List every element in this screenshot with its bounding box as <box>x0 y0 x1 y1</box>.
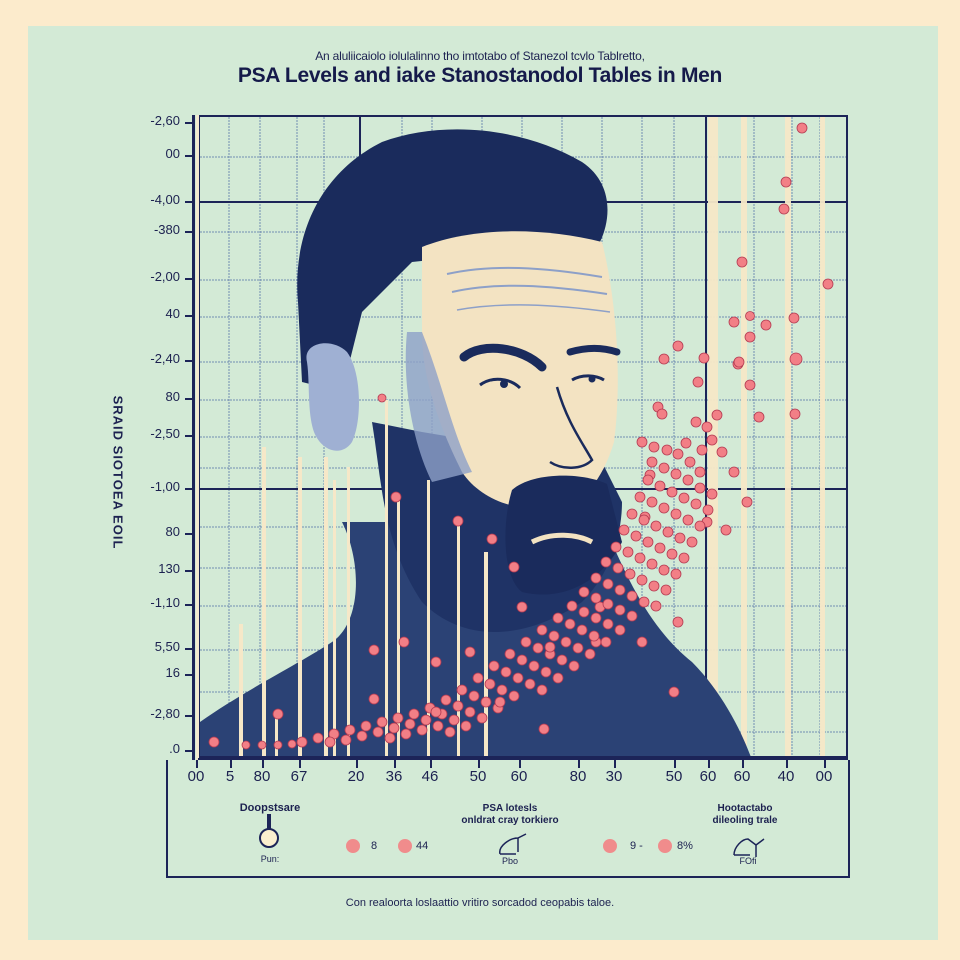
legend-dot-icon <box>346 839 360 853</box>
legend <box>166 760 850 878</box>
x-tick-mark <box>262 760 264 768</box>
y-tick-label: -1,00 <box>150 479 180 494</box>
x-tick-label: 60 <box>699 768 717 785</box>
y-tick-mark <box>185 715 192 717</box>
y-tick-mark <box>185 315 192 317</box>
x-tick-label: 60 <box>733 768 751 785</box>
x-tick-mark <box>394 760 396 768</box>
plot-area <box>198 115 848 758</box>
x-tick-label: 80 <box>569 768 587 785</box>
x-tick-mark <box>674 760 676 768</box>
y-tick-mark <box>185 570 192 572</box>
x-tick-label: 30 <box>605 768 623 785</box>
x-tick-label: 5 <box>225 768 235 785</box>
y-tick-mark <box>185 122 192 124</box>
x-tick-label: 80 <box>253 768 271 785</box>
legend-item-3-title-line1: Hootactabo <box>717 803 773 814</box>
legend-item-1-title: Doopstsare <box>239 802 301 814</box>
y-tick-mark <box>185 155 192 157</box>
chart-footnote: Con realoorta loslaattio vritiro sorcado… <box>345 897 615 909</box>
chart-title: PSA Levels and iake Stanostanodol Tables… <box>237 64 723 87</box>
legend-item-3-title-line2: dileoling trale <box>712 815 778 826</box>
legend-item-2-title: PSA lotesls onldrat cray torkiero <box>440 803 580 827</box>
legend-item-2-sub: Pbo <box>501 856 518 866</box>
x-tick-mark <box>356 760 358 768</box>
x-tick-label: 60 <box>510 768 528 785</box>
x-tick-mark <box>519 760 521 768</box>
legend-item-1-sub: Pun: <box>260 854 280 864</box>
y-tick-mark <box>185 435 192 437</box>
y-axis-line <box>192 115 195 760</box>
y-tick-label: -4,00 <box>150 192 180 207</box>
y-tick-mark <box>185 231 192 233</box>
y-tick-label: 00 <box>165 146 180 161</box>
cream-bars-left <box>239 400 488 756</box>
x-tick-label: 67 <box>290 768 308 785</box>
y-tick-label: 80 <box>165 524 180 539</box>
x-tick-mark <box>230 760 232 768</box>
x-tick-mark <box>578 760 580 768</box>
y-tick-label: 40 <box>165 306 180 321</box>
legend-dot-icon <box>398 839 412 853</box>
legend-dot-icon <box>603 839 617 853</box>
y-tick-mark <box>185 533 192 535</box>
y-tick-mark <box>185 360 192 362</box>
x-tick-mark <box>478 760 480 768</box>
y-tick-mark <box>185 278 192 280</box>
x-tick-mark <box>708 760 710 768</box>
x-axis-line <box>198 758 848 760</box>
y-tick-mark <box>185 674 192 676</box>
x-tick-label: 40 <box>777 768 795 785</box>
y-tick-label: -2,00 <box>150 269 180 284</box>
x-tick-mark <box>824 760 826 768</box>
x-tick-label: 50 <box>469 768 487 785</box>
molecule-icon <box>733 838 765 857</box>
legend-item-3-title: Hootactabo dileoling trale <box>690 803 800 827</box>
y-tick-label: 5,50 <box>154 639 180 654</box>
y-tick-mark <box>185 604 192 606</box>
legend-item-3-sub: FOfi <box>739 856 757 866</box>
x-tick-label: 20 <box>347 768 365 785</box>
scatter-points <box>208 122 834 750</box>
y-tick-label: -2,40 <box>150 351 180 366</box>
y-tick-mark <box>185 750 192 752</box>
x-tick-label: 36 <box>385 768 403 785</box>
y-tick-label: 16 <box>165 665 180 680</box>
x-tick-label: 50 <box>665 768 683 785</box>
x-tick-mark <box>786 760 788 768</box>
legend-item-2-title-line2: onldrat cray torkiero <box>461 815 559 826</box>
y-tick-label: -2,50 <box>150 426 180 441</box>
legend-item-2-title-line1: PSA lotesls <box>482 803 538 814</box>
y-tick-label: -2,60 <box>150 113 180 128</box>
y-tick-mark <box>185 201 192 203</box>
y-tick-mark <box>185 398 192 400</box>
legend-dot-icon <box>658 839 672 853</box>
x-tick-mark <box>299 760 301 768</box>
chart-subtitle: An aluliicaiolo iolulalinno tho imtotabo… <box>315 49 645 63</box>
x-tick-label: 00 <box>815 768 833 785</box>
y-tick-label: 130 <box>158 561 180 576</box>
y-tick-label: -2,80 <box>150 706 180 721</box>
y-tick-label: 80 <box>165 389 180 404</box>
y-tick-label: -1,10 <box>150 595 180 610</box>
pin-marker-icon <box>259 814 279 848</box>
y-tick-mark <box>185 648 192 650</box>
molecule-icon <box>499 833 527 855</box>
x-tick-label: 00 <box>187 768 205 785</box>
y-tick-label: -380 <box>153 222 180 237</box>
y-axis-line-inner <box>196 115 199 760</box>
legend-dot-value: 44 <box>416 840 429 852</box>
legend-dot-value: 8% <box>677 840 693 852</box>
x-tick-mark <box>430 760 432 768</box>
x-tick-mark <box>196 760 198 768</box>
x-tick-mark <box>742 760 744 768</box>
y-tick-label: .0 <box>169 741 180 756</box>
legend-dot-value: 9 - <box>630 840 643 852</box>
legend-dot-value: 8 <box>371 840 378 852</box>
man-illustration <box>200 129 751 756</box>
y-tick-mark <box>185 488 192 490</box>
x-tick-mark <box>614 760 616 768</box>
plot-svg <box>200 117 846 756</box>
x-tick-label: 46 <box>421 768 439 785</box>
